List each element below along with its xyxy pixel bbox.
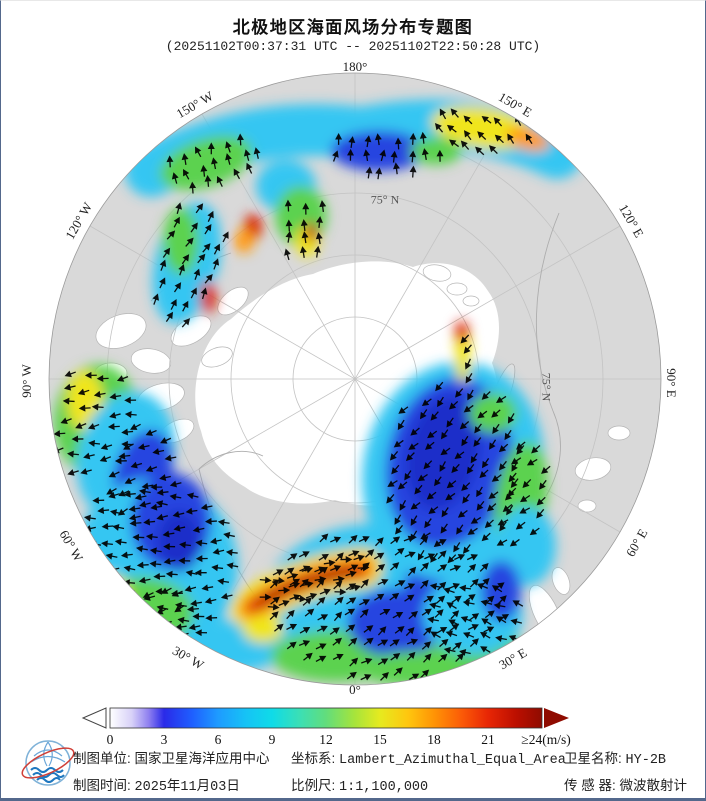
colorbar: 0 3 6 9 12 15 18 21 ≥24(m/s) [81, 707, 571, 747]
colorbar-tick-max: ≥24(m/s) [521, 732, 570, 747]
latitude-label-75n-top: 75° N [370, 192, 400, 207]
colorbar-tick: 6 [215, 732, 222, 747]
colorbar-tick: 0 [107, 732, 114, 747]
colorbar-max-arrow-icon [544, 708, 569, 728]
colorbar-tick: 18 [427, 732, 441, 747]
meridian-label-90e: 90° E [664, 368, 679, 398]
colorbar-tick: 3 [161, 732, 168, 747]
map-outline [48, 72, 662, 686]
map-disk [49, 73, 661, 685]
page-title: 北极地区海面风场分布专题图 [232, 18, 474, 37]
colorbar-tick: 15 [373, 732, 387, 747]
meridian-label-180: 180° [342, 59, 368, 74]
footer-scale: 比例尺: 1:1,100,000 [291, 778, 429, 795]
footer-sensor: 传 感 器: 微波散射计 [564, 778, 688, 795]
time-range-subtitle: (20251102T00:37:31 UTC -- 20251102T22:50… [165, 39, 541, 54]
colorbar-tick: 9 [269, 732, 276, 747]
footer-mapping-time: 制图时间: 2025年11月03日 [73, 778, 240, 795]
colorbar-tick: 21 [481, 732, 495, 747]
colorbar-min-arrow-icon [81, 707, 107, 729]
footer-coordinate-system: 坐标系: Lambert_Azimuthal_Equal_Area [291, 751, 566, 768]
footer-mapping-unit: 制图单位: 国家卫星海洋应用中心 [73, 751, 270, 768]
nsoas-logo-icon [21, 740, 75, 786]
meridian-label-90w: 90° W [19, 364, 34, 398]
footer-satellite-name: 卫星名称: HY-2B [564, 751, 667, 768]
polar-wind-map: 0 3 6 9 12 15 18 21 ≥24(m/s) [48, 72, 662, 747]
colorbar-tick: 12 [319, 732, 333, 747]
meridian-label-0: 0° [349, 682, 361, 697]
colorbar-gradient-bar [109, 707, 543, 729]
latitude-label-75n-right: 75° N [539, 372, 554, 402]
